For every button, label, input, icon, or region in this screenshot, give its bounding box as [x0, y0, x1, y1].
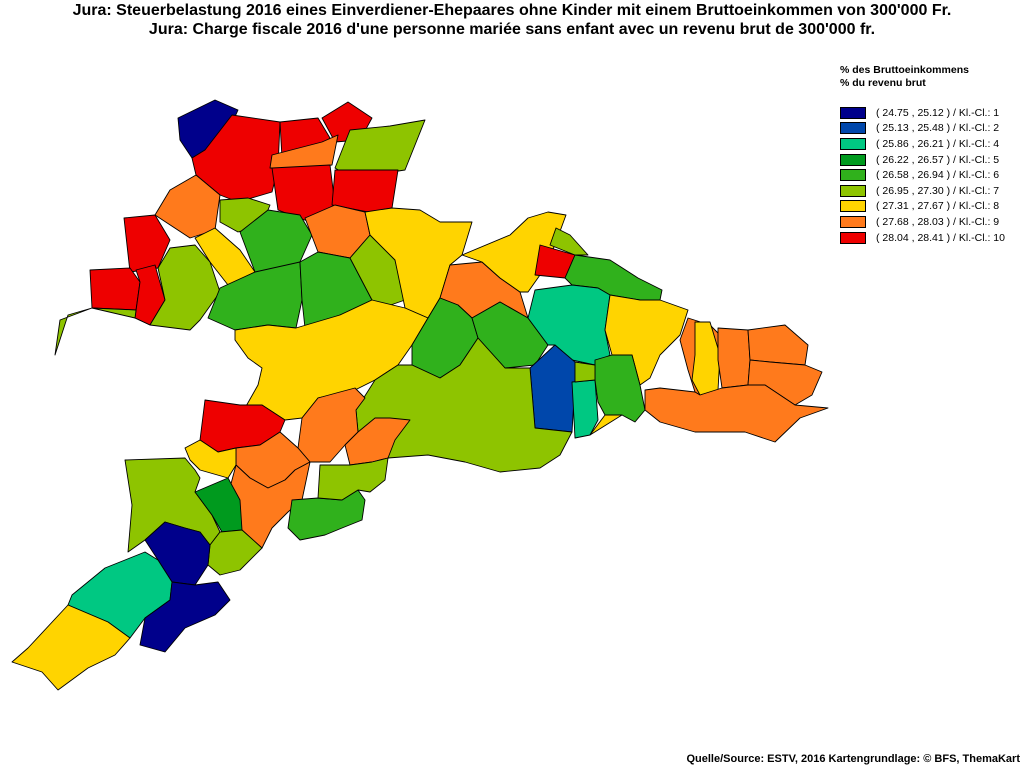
municipality-region — [331, 169, 399, 213]
legend-items: ( 24.75 , 25.12 ) / Kl.-Cl.: 1 ( 25.13 , … — [840, 105, 1024, 245]
legend-label: ( 26.58 , 26.94 ) / Kl.-Cl.: 6 — [876, 169, 1000, 182]
municipality-region — [589, 414, 623, 436]
legend-heading-french: % du revenu brut — [840, 77, 926, 89]
legend-label: ( 27.68 , 28.03 ) / Kl.-Cl.: 9 — [876, 215, 1000, 228]
legend-swatch — [840, 215, 866, 228]
municipality-region — [269, 134, 339, 169]
legend-item: ( 28.04 , 28.41 ) / Kl.-Cl.: 10 — [840, 230, 1024, 246]
municipality-region — [574, 361, 596, 383]
legend-label: ( 27.31 , 27.67 ) / Kl.-Cl.: 8 — [876, 200, 1000, 213]
municipality-region — [11, 604, 131, 691]
legend-swatch — [840, 106, 866, 119]
legend-label: ( 25.13 , 25.48 ) / Kl.-Cl.: 2 — [876, 122, 1000, 135]
legend: % des Bruttoeinkommens % du revenu brut … — [840, 64, 1024, 245]
source-credit: Quelle/Source: ESTV, 2016 Kartengrundlag… — [686, 753, 1020, 765]
municipality-region — [747, 324, 809, 366]
legend-item: ( 26.22 , 26.57 ) / Kl.-Cl.: 5 — [840, 152, 1024, 168]
legend-swatch — [840, 231, 866, 244]
legend-heading-german: % des Bruttoeinkommens — [840, 64, 969, 76]
municipality-region — [317, 457, 389, 501]
municipality-region — [191, 114, 281, 203]
municipality-region — [549, 227, 589, 256]
municipality-region — [123, 214, 171, 273]
legend-label: ( 26.95 , 27.30 ) / Kl.-Cl.: 7 — [876, 184, 1000, 197]
legend-item: ( 26.95 , 27.30 ) / Kl.-Cl.: 7 — [840, 183, 1024, 199]
municipality-region — [644, 384, 829, 443]
legend-label: ( 26.22 , 26.57 ) / Kl.-Cl.: 5 — [876, 153, 1000, 166]
map-title-german: Jura: Steuerbelastung 2016 eines Einverd… — [72, 2, 952, 19]
municipality-region — [527, 284, 611, 366]
legend-swatch — [840, 200, 866, 213]
legend-label: ( 25.86 , 26.21 ) / Kl.-Cl.: 4 — [876, 137, 1000, 150]
legend-item: ( 25.86 , 26.21 ) / Kl.-Cl.: 4 — [840, 136, 1024, 152]
legend-label: ( 24.75 , 25.12 ) / Kl.-Cl.: 1 — [876, 106, 1000, 119]
legend-swatch — [840, 137, 866, 150]
municipality-region — [717, 327, 751, 389]
municipality-region — [89, 267, 141, 311]
legend-item: ( 26.58 , 26.94 ) / Kl.-Cl.: 6 — [840, 167, 1024, 183]
municipality-region — [604, 294, 689, 386]
legend-label: ( 28.04 , 28.41 ) / Kl.-Cl.: 10 — [876, 231, 1005, 244]
legend-item: ( 24.75 , 25.12 ) / Kl.-Cl.: 1 — [840, 105, 1024, 121]
municipality-region — [594, 354, 646, 423]
legend-item: ( 27.68 , 28.03 ) / Kl.-Cl.: 9 — [840, 214, 1024, 230]
municipality-region — [184, 439, 237, 479]
municipality-region — [54, 244, 221, 356]
municipality-region — [139, 581, 231, 653]
legend-swatch — [840, 122, 866, 135]
legend-swatch — [840, 153, 866, 166]
legend-item: ( 27.31 , 27.67 ) / Kl.-Cl.: 8 — [840, 199, 1024, 215]
municipality-region — [207, 529, 263, 576]
municipality-region — [334, 119, 426, 179]
municipality-region — [154, 174, 221, 239]
legend-swatch — [840, 169, 866, 182]
legend-swatch — [840, 184, 866, 197]
map-title-french: Jura: Charge fiscale 2016 d'une personne… — [148, 21, 876, 38]
legend-item: ( 25.13 , 25.48 ) / Kl.-Cl.: 2 — [840, 121, 1024, 137]
